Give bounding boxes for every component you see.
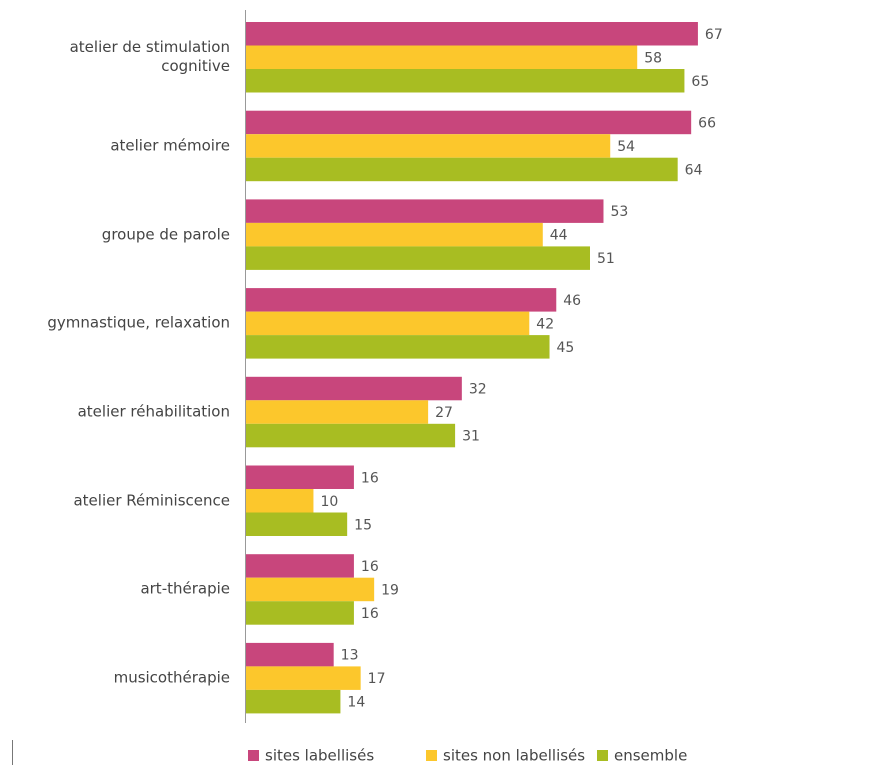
value-label: 45 [557,340,575,356]
bar [246,157,678,182]
value-label: 13 [341,648,359,664]
bar [246,400,429,424]
bar [246,689,341,714]
bar [246,489,314,513]
value-label: 19 [381,582,399,598]
value-label: 16 [361,559,379,575]
legend-label: ensemble [614,747,687,765]
bar [246,134,611,158]
bar [246,601,354,625]
category-label: groupe de parole [101,225,230,244]
value-label: 16 [361,470,379,486]
value-label: 14 [347,695,365,711]
value-label: 27 [435,405,453,421]
bar [246,22,698,46]
value-label: 67 [705,27,723,43]
category-label: art-thérapie [140,579,230,598]
legend-label: sites labellisés [265,747,374,765]
bar [246,69,685,93]
value-label: 51 [597,251,615,267]
value-label: 64 [685,162,703,178]
category-label: gymnastique, relaxation [47,313,230,332]
bar [246,110,692,135]
bar [246,246,590,270]
bar [246,288,557,312]
bar [246,376,462,401]
value-label: 44 [550,228,568,244]
category-label: atelier réhabilitation [77,402,230,421]
legend-swatch [597,750,608,761]
bar [246,642,334,667]
value-label: 15 [354,517,372,533]
bar [246,423,456,448]
legend-label: sites non labellisés [443,747,585,765]
value-label: 42 [536,316,554,332]
value-label: 31 [462,429,480,445]
bar [246,45,638,69]
legend-swatch [426,750,437,761]
value-label: 53 [610,204,628,220]
category-label: atelier mémoire [110,136,230,155]
bar [246,577,375,602]
bar [246,465,354,489]
bar [246,335,550,359]
bar [246,666,361,690]
legend-swatch [248,750,259,761]
value-label: 32 [469,382,487,398]
value-label: 66 [698,115,716,131]
bar [246,311,530,336]
category-label: musicothérapie [113,668,230,687]
bar [246,554,354,578]
category-label: atelier Réminiscence [73,491,230,510]
value-label: 16 [361,606,379,622]
value-label: 65 [691,74,709,90]
value-label: 17 [368,671,386,687]
value-label: 46 [563,293,581,309]
bar [246,512,348,536]
bar [246,199,604,223]
category-label: atelier de stimulation cognitive [69,38,230,76]
value-label: 10 [320,494,338,510]
value-label: 54 [617,139,635,155]
value-label: 58 [644,50,662,66]
bar [246,222,543,247]
